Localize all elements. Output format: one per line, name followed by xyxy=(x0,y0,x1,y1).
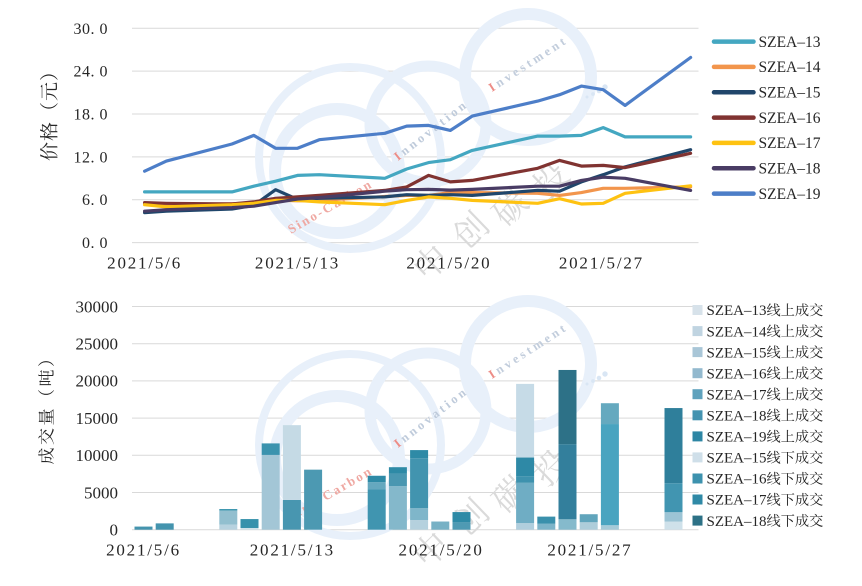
svg-text:20000: 20000 xyxy=(76,372,119,391)
svg-text:5000: 5000 xyxy=(84,483,118,502)
svg-text:2021/5/13: 2021/5/13 xyxy=(250,541,335,560)
svg-text:2021/5/20: 2021/5/20 xyxy=(399,541,484,560)
svg-text:SZEA–14: SZEA–14 xyxy=(707,324,768,340)
svg-text:SZEA–16: SZEA–16 xyxy=(759,110,821,127)
svg-text:18. 0: 18. 0 xyxy=(74,107,109,124)
svg-text:SZEA–16: SZEA–16 xyxy=(707,366,768,382)
svg-text:25000: 25000 xyxy=(76,335,119,354)
svg-text:SZEA–13: SZEA–13 xyxy=(759,34,821,51)
svg-text:SZEA–18: SZEA–18 xyxy=(707,514,767,530)
svg-text:SZEA–15: SZEA–15 xyxy=(707,345,767,361)
svg-text:SZEA–13: SZEA–13 xyxy=(707,303,767,319)
svg-text:10000: 10000 xyxy=(76,446,119,465)
svg-text:12. 0: 12. 0 xyxy=(74,149,109,166)
svg-text:0. 0: 0. 0 xyxy=(82,235,108,252)
svg-text:2021/5/13: 2021/5/13 xyxy=(255,254,340,273)
svg-text:SZEA–17: SZEA–17 xyxy=(707,493,768,509)
svg-text:SZEA–16: SZEA–16 xyxy=(707,472,768,488)
svg-text:2021/5/27: 2021/5/27 xyxy=(547,541,632,560)
svg-text:SZEA–15: SZEA–15 xyxy=(759,85,821,102)
svg-text:15000: 15000 xyxy=(76,409,119,428)
svg-text:2021/5/6: 2021/5/6 xyxy=(106,541,181,560)
svg-text:SZEA–18: SZEA–18 xyxy=(707,409,767,425)
svg-text:SZEA–17: SZEA–17 xyxy=(707,387,768,403)
svg-text:24. 0: 24. 0 xyxy=(74,64,109,81)
svg-text:2021/5/20: 2021/5/20 xyxy=(406,254,491,273)
svg-text:SZEA–19: SZEA–19 xyxy=(759,186,821,203)
svg-text:SZEA–17: SZEA–17 xyxy=(759,135,821,152)
svg-text:30000: 30000 xyxy=(76,297,119,316)
svg-text:SZEA–15: SZEA–15 xyxy=(707,451,767,467)
svg-text:30. 0: 30. 0 xyxy=(74,21,109,38)
svg-text:0: 0 xyxy=(110,521,119,540)
svg-text:SZEA–14: SZEA–14 xyxy=(759,59,821,76)
svg-text:SZEA–18: SZEA–18 xyxy=(759,161,821,178)
svg-text:6. 0: 6. 0 xyxy=(82,192,108,209)
svg-text:SZEA–19: SZEA–19 xyxy=(707,430,767,446)
svg-text:2021/5/27: 2021/5/27 xyxy=(559,254,644,273)
svg-text:2021/5/6: 2021/5/6 xyxy=(107,254,182,273)
